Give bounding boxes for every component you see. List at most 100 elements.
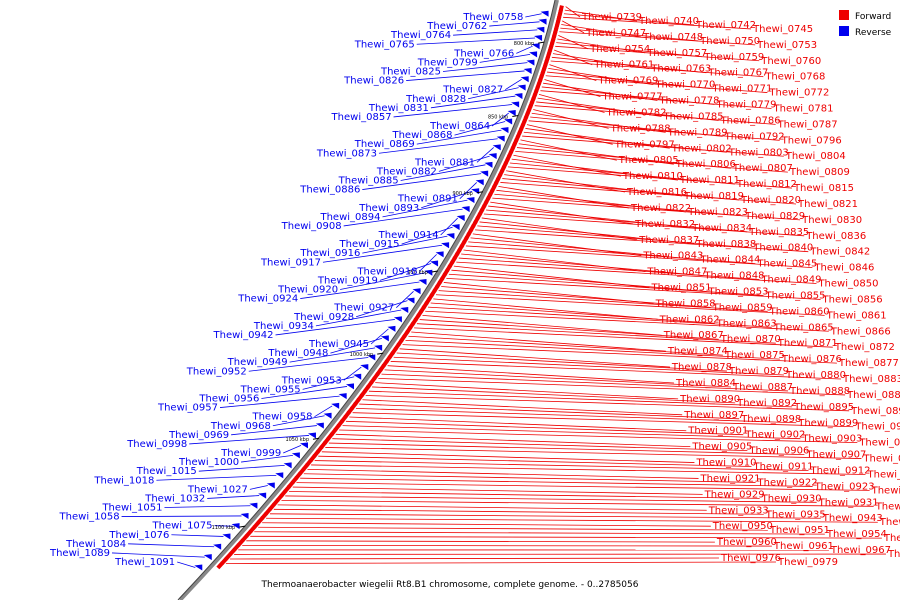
forward-gene-connector [492, 197, 801, 221]
forward-gene-label: Thewi_0806 [675, 159, 736, 170]
forward-gene-connector [405, 339, 780, 360]
forward-gene-connector [458, 257, 760, 280]
reverse-gene-feature [517, 84, 526, 91]
forward-gene-label: Thewi_0822 [630, 203, 691, 214]
forward-gene-label: Thewi_0961 [773, 541, 834, 552]
reverse-gene-label: Thewi_0919 [317, 275, 378, 286]
reverse-gene-label: Thewi_0886 [299, 185, 360, 196]
forward-gene-label: Thewi_0925 [871, 485, 900, 496]
forward-gene-connector [561, 24, 642, 38]
forward-gene-connector [296, 482, 870, 491]
forward-gene-connector [451, 269, 707, 292]
forward-gene-connector [513, 154, 621, 177]
reverse-gene-connector [314, 405, 333, 418]
reverse-gene-feature [430, 260, 439, 267]
reverse-gene-feature [526, 59, 535, 66]
reverse-gene-connector [177, 561, 196, 568]
reverse-gene-feature [231, 523, 240, 530]
forward-gene-label: Thewi_0848 [703, 271, 764, 282]
reverse-gene-label: Thewi_0968 [210, 421, 271, 432]
forward-gene-connector [332, 438, 748, 452]
reverse-gene-connector [401, 226, 453, 245]
forward-gene-label: Thewi_0821 [797, 199, 858, 210]
forward-gene-label: Thewi_0909 [862, 454, 900, 465]
reverse-gene-label: Thewi_0952 [186, 366, 247, 377]
reverse-gene-label: Thewi_1018 [93, 475, 154, 486]
reverse-gene-label: Thewi_0948 [267, 348, 328, 359]
reverse-gene-connector [362, 235, 448, 254]
forward-gene-label: Thewi_0905 [691, 442, 752, 453]
forward-gene-label: Thewi_0874 [667, 346, 728, 357]
reverse-gene-label: Thewi_0969 [168, 430, 229, 441]
reverse-gene-connector [121, 515, 242, 517]
forward-gene-label: Thewi_0815 [793, 183, 854, 194]
forward-gene-connector [448, 273, 764, 296]
reverse-gene-feature [492, 144, 501, 151]
forward-gene-label: Thewi_0859 [712, 302, 773, 313]
forward-gene-label: Thewi_0923 [814, 481, 875, 492]
reverse-gene-connector [459, 182, 477, 199]
forward-gene-label: Thewi_0785 [663, 111, 724, 122]
reverse-gene-label: Thewi_0915 [339, 239, 400, 250]
forward-gene-connector [419, 319, 719, 340]
forward-gene-connector [560, 27, 699, 42]
forward-gene-label: Thewi_0851 [650, 283, 711, 294]
forward-gene-connector [368, 390, 793, 408]
forward-gene-connector [477, 225, 752, 249]
forward-gene-connector [528, 120, 780, 141]
forward-gene-label: Thewi_0816 [626, 187, 687, 198]
forward-gene-connector [250, 535, 882, 539]
reverse-gene-connector [283, 445, 302, 454]
forward-gene-label: Thewi_0771 [711, 84, 772, 95]
reverse-gene-feature [387, 325, 396, 332]
reverse-gene-feature [435, 251, 444, 258]
forward-gene-label: Thewi_0820 [740, 195, 801, 206]
reverse-gene-label: Thewi_0893 [358, 203, 419, 214]
reverse-gene-connector [171, 534, 224, 537]
forward-gene-connector [225, 561, 777, 564]
reverse-gene-label: Thewi_0868 [391, 130, 452, 141]
forward-gene-label: Thewi_0850 [817, 279, 878, 290]
forward-gene-label: Thewi_0976 [720, 553, 781, 564]
reverse-gene-connector [442, 62, 528, 72]
chromosome-backbone [178, 0, 559, 600]
forward-gene-label: Thewi_0803 [728, 147, 789, 158]
reverse-gene-label: Thewi_0881 [414, 157, 475, 168]
forward-gene-label: Thewi_0810 [622, 171, 683, 182]
forward-gene-label: Thewi_0935 [765, 509, 826, 520]
reverse-gene-connector [438, 155, 490, 172]
forward-gene-label: Thewi_0930 [761, 493, 822, 504]
forward-gene-connector [540, 90, 772, 109]
reverse-gene-feature [240, 512, 249, 519]
forward-gene-connector [378, 378, 846, 396]
forward-gene-label: Thewi_0876 [781, 354, 842, 365]
forward-gene-label: Thewi_0903 [801, 434, 862, 445]
reverse-gene-feature [393, 316, 402, 323]
forward-gene-connector [552, 53, 650, 70]
reverse-gene-connector [241, 454, 293, 463]
forward-gene-label: Thewi_0960 [716, 537, 777, 548]
reverse-gene-label: Thewi_1058 [59, 512, 120, 523]
forward-gene-label: Thewi_0787 [777, 119, 838, 130]
reverse-gene-connector [261, 386, 348, 399]
forward-gene-connector [318, 455, 752, 467]
forward-gene-label: Thewi_0788 [610, 123, 671, 134]
gene-labels: Thewi_0739Thewi_0740Thewi_0742Thewi_0745… [49, 12, 900, 568]
forward-gene-connector [262, 522, 711, 527]
forward-gene-connector [411, 331, 666, 352]
reverse-gene-feature [374, 344, 383, 351]
forward-gene-connector [345, 420, 744, 436]
reverse-gene-connector [419, 254, 437, 272]
forward-gene-connector [393, 356, 784, 376]
legend-forward-label: Forward [855, 12, 891, 22]
reverse-gene-feature [360, 364, 369, 371]
forward-gene-label: Thewi_0812 [736, 179, 797, 190]
forward-gene-label: Thewi_0769 [597, 76, 658, 87]
forward-gene-label: Thewi_0768 [764, 72, 825, 83]
reverse-gene-feature [275, 472, 284, 479]
reverse-gene-feature [424, 269, 433, 276]
forward-gene-label: Thewi_0901 [687, 426, 748, 437]
forward-gene-connector [307, 468, 699, 479]
reverse-gene-connector [489, 21, 540, 27]
